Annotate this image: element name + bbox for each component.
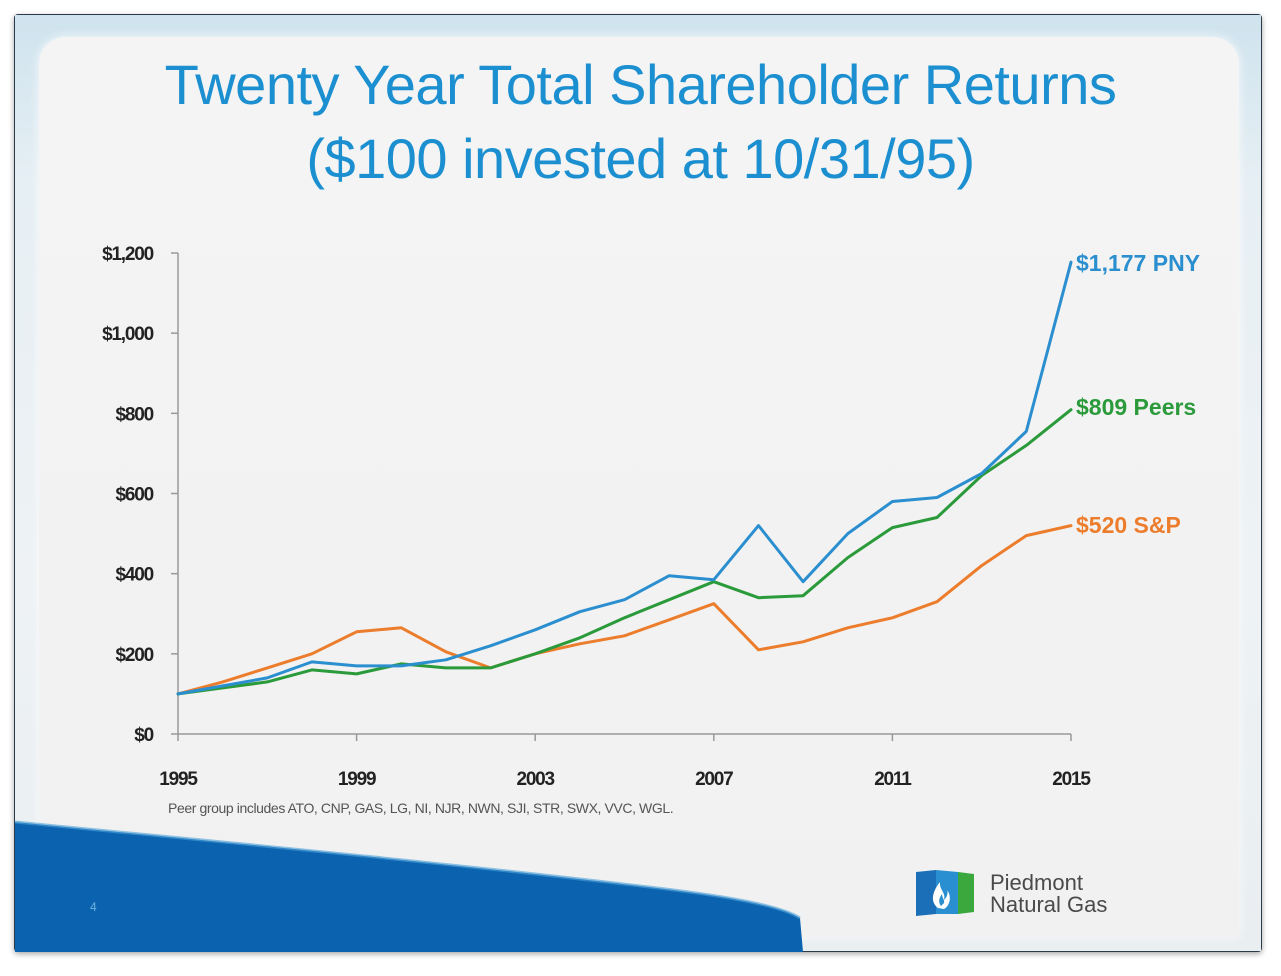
y-tick-label: $400 [116,565,154,586]
x-tick-label: 2007 [695,769,733,790]
end-label-peers: $809 Peers [1076,394,1196,420]
slide-title: Twenty Year Total Shareholder Returns ($… [0,48,1281,196]
logo-text-piedmont: Piedmont [990,870,1083,895]
piedmont-logo: Piedmont Natural Gas [914,866,1134,920]
slide-panel [39,37,1239,937]
series-line-pny [176,260,1073,696]
x-tick-label: 2003 [516,769,554,790]
chart-lines [176,260,1073,696]
x-tick-label: 2015 [1052,769,1091,790]
logo-text-natural-gas: Natural Gas [990,892,1108,917]
flame-logo-icon [916,870,974,916]
y-tick-label: $200 [116,645,154,666]
y-tick-label: $1,200 [102,244,154,265]
y-tick-label: $800 [116,404,154,425]
page-number: 4 [90,900,97,914]
title-line-1: Twenty Year Total Shareholder Returns [164,53,1117,116]
end-label-sp: $520 S&P [1076,512,1181,538]
end-label-pny: $1,177 PNY [1076,250,1200,276]
y-tick-label: $600 [116,485,154,506]
series-line-peers [176,408,1073,696]
slide-background [15,15,1261,951]
x-tick-label: 1995 [159,769,198,790]
slide-frame [14,14,1262,952]
y-tick-label: $0 [134,725,153,746]
title-line-2: ($100 invested at 10/31/95) [306,127,975,190]
chart-axes: $0 $200 $400 $600 $800 $1,000 $1,200 1995 1999 20… [102,244,1092,790]
series-line-sp [176,524,1073,696]
chart-labels: $1,177 PNY $809 Peers $520 S&P [1076,250,1200,538]
peer-group-footnote: Peer group includes ATO, CNP, GAS, LG, N… [168,800,674,816]
x-tick-label: 2011 [874,769,912,790]
y-tick-label: $1,000 [102,324,154,345]
x-tick-label: 1999 [338,769,376,790]
